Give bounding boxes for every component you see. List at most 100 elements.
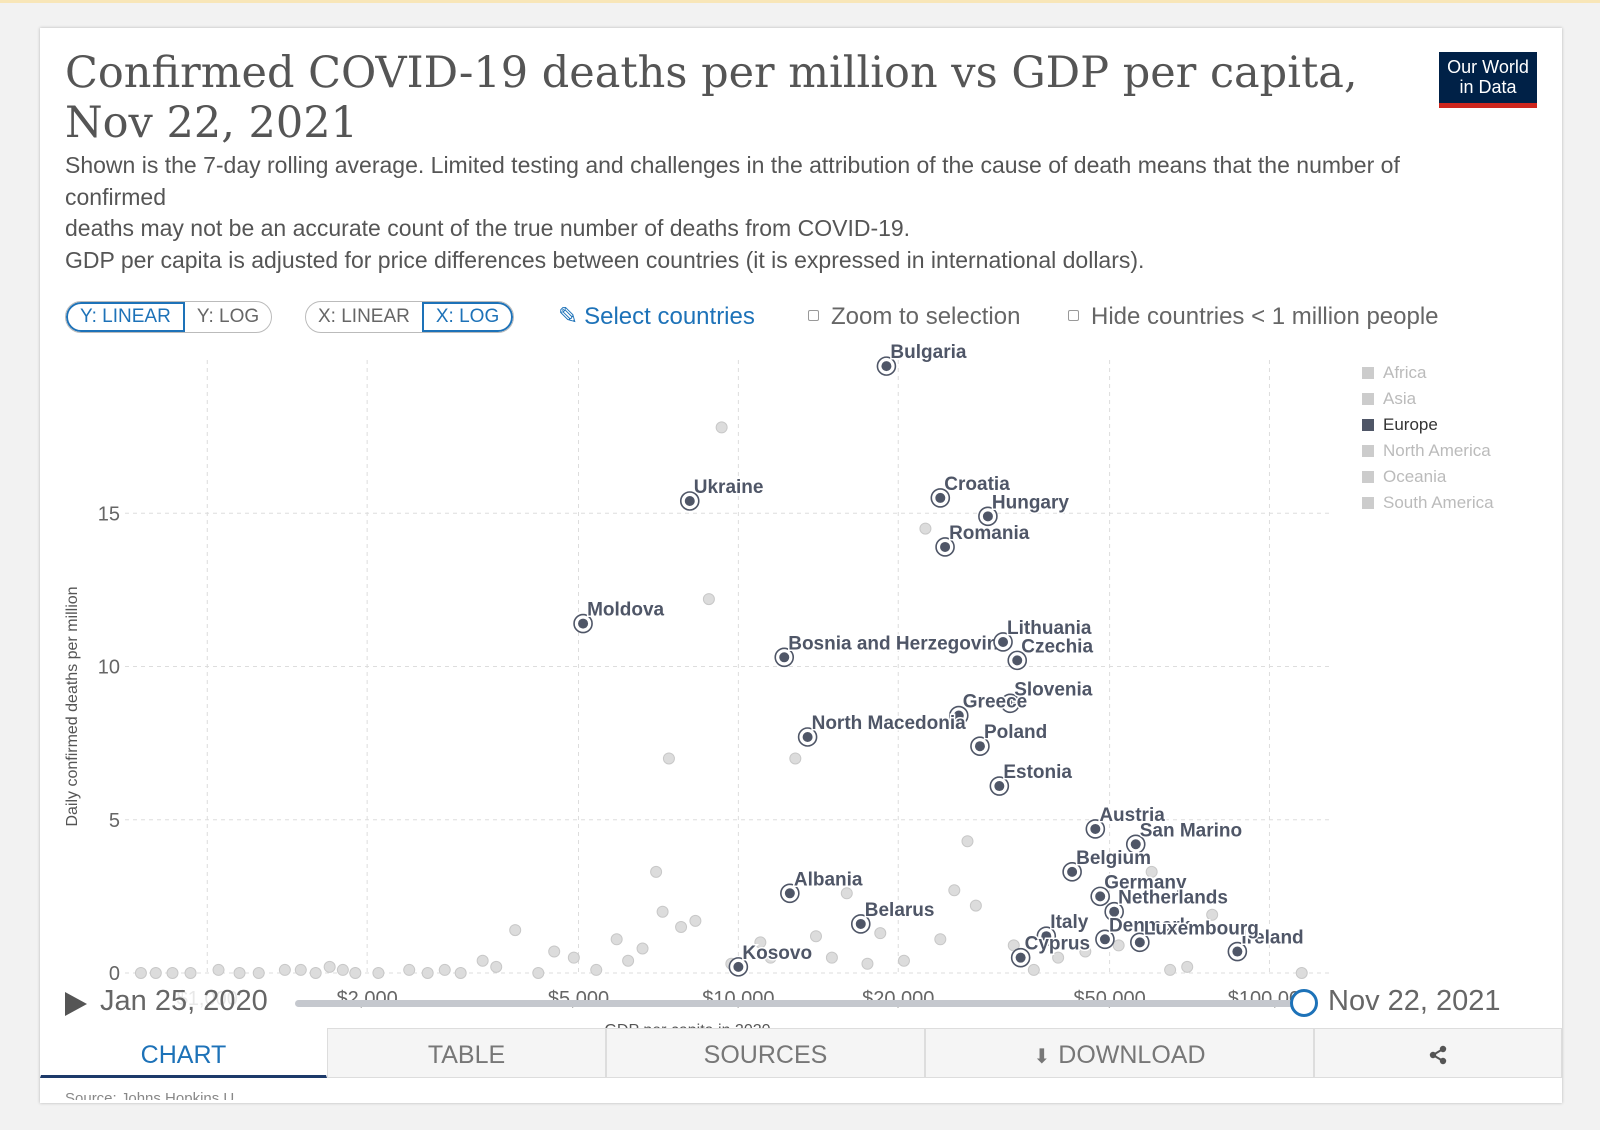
timeline-end-label: Nov 22, 2021: [1328, 985, 1501, 1017]
legend-swatch: [1362, 497, 1374, 509]
data-point-other: [610, 933, 623, 946]
data-point-other: [961, 835, 974, 848]
x-scale-toggle: X: LINEAR X: LOG: [305, 301, 515, 333]
y-axis-label: Daily confirmed deaths per million: [64, 586, 81, 826]
legend-item[interactable]: Africa: [1362, 360, 1494, 386]
data-point-other: [1295, 967, 1308, 979]
data-point-other: [252, 967, 265, 979]
data-point: [1109, 906, 1120, 917]
data-point: [1041, 931, 1052, 942]
data-point-other: [636, 942, 649, 955]
y-log-option[interactable]: Y: LOG: [196, 306, 260, 327]
chart-title: Confirmed COVID-19 deaths per million vs…: [65, 48, 1358, 148]
x-log-option[interactable]: X: LOG: [421, 302, 514, 332]
data-point-label: Cyprus: [1025, 934, 1090, 955]
data-point: [1015, 952, 1026, 963]
chart-card: Confirmed COVID-19 deaths per million vs…: [40, 28, 1562, 1103]
data-point-other: [166, 967, 179, 979]
y-tick-label: 5: [109, 810, 120, 832]
data-point-label: Romania: [949, 523, 1030, 544]
data-point: [855, 918, 866, 929]
data-point-other: [372, 967, 385, 979]
data-point: [998, 636, 1009, 647]
data-point-label: Kosovo: [742, 943, 812, 964]
legend-item[interactable]: Oceania: [1362, 464, 1494, 490]
y-tick-label: 15: [98, 503, 120, 525]
timeline-start-label: Jan 25, 2020: [100, 985, 268, 1018]
play-icon[interactable]: [65, 992, 87, 1016]
data-point-other: [1164, 963, 1177, 976]
data-point: [1090, 823, 1101, 834]
tab-share[interactable]: [1314, 1028, 1562, 1078]
legend-swatch: [1362, 471, 1374, 483]
data-point-label: Croatia: [944, 474, 1010, 495]
data-point-label: Lithuania: [1007, 618, 1092, 639]
hide-small-countries-label: Hide countries < 1 million people: [1091, 303, 1439, 330]
data-point-other: [548, 945, 561, 958]
chart-subtitle: Shown is the 7-day rolling average. Limi…: [65, 150, 1485, 276]
data-point-other: [1079, 945, 1092, 958]
data-point-other: [861, 957, 874, 970]
legend-item[interactable]: Asia: [1362, 386, 1494, 412]
data-point-other: [948, 884, 961, 897]
checkbox-icon: [1068, 310, 1079, 321]
data-point: [1012, 655, 1023, 666]
data-point: [1232, 946, 1243, 957]
data-point: [982, 511, 993, 522]
data-point-other: [278, 963, 291, 976]
data-point-other: [438, 963, 451, 976]
tab-chart[interactable]: CHART: [40, 1028, 327, 1078]
data-point-label: Belgium: [1076, 848, 1151, 869]
x-linear-option[interactable]: X: LINEAR: [318, 306, 410, 327]
legend-item[interactable]: Europe: [1362, 412, 1494, 438]
data-point-other: [476, 954, 489, 967]
hide-small-countries-checkbox[interactable]: Hide countries < 1 million people: [1068, 301, 1439, 333]
data-point-other: [934, 933, 947, 946]
data-point-other: [532, 967, 545, 979]
subtitle-line-2: deaths may not be an accurate count of t…: [65, 215, 911, 241]
data-point-label: Ukraine: [694, 477, 764, 498]
legend-item[interactable]: South America: [1362, 490, 1494, 516]
data-point-label: Bosnia and Herzegovina: [788, 633, 1009, 654]
data-point-label: Netherlands: [1118, 888, 1228, 909]
data-point-other: [184, 967, 197, 979]
data-point: [779, 652, 790, 663]
data-point-other: [134, 967, 147, 979]
select-countries-link[interactable]: ✎ Select countries: [558, 301, 755, 333]
data-point-label: Germany: [1104, 872, 1187, 893]
data-point-label: Bulgaria: [890, 342, 966, 363]
timeline-handle[interactable]: [1290, 989, 1318, 1017]
logo-line-2: in Data: [1459, 77, 1517, 97]
data-point: [733, 961, 744, 972]
data-point-label: Moldova: [587, 600, 664, 621]
checkbox-icon: [808, 310, 819, 321]
legend-swatch: [1362, 393, 1374, 405]
data-point-other: [809, 930, 822, 943]
data-point-label: Luxembourg: [1144, 918, 1259, 939]
owid-logo[interactable]: Our World in Data: [1439, 52, 1537, 108]
tab-table[interactable]: TABLE: [327, 1028, 606, 1078]
data-point-other: [1181, 960, 1194, 973]
data-point-other: [919, 522, 932, 535]
data-point-label: Albania: [794, 869, 863, 890]
legend-swatch: [1362, 419, 1374, 431]
data-point-other: [764, 951, 777, 964]
tab-download[interactable]: ⬇ DOWNLOAD: [925, 1028, 1314, 1078]
share-icon: [1429, 1045, 1447, 1065]
timeline-track[interactable]: [295, 1000, 1303, 1007]
download-icon: ⬇: [1033, 1046, 1051, 1068]
data-point-other: [421, 967, 434, 979]
data-point-other: [349, 967, 362, 979]
data-point: [935, 492, 946, 503]
data-point-other: [689, 914, 702, 927]
data-point-other: [294, 963, 307, 976]
y-linear-option[interactable]: Y: LINEAR: [66, 302, 185, 332]
zoom-to-selection-checkbox[interactable]: Zoom to selection: [808, 301, 1020, 333]
data-point-other: [825, 951, 838, 964]
legend-item[interactable]: North America: [1362, 438, 1494, 464]
data-point-other: [874, 927, 887, 940]
data-point: [994, 781, 1005, 792]
data-point: [802, 731, 813, 742]
data-point: [1095, 891, 1106, 902]
tab-sources[interactable]: SOURCES: [606, 1028, 925, 1078]
